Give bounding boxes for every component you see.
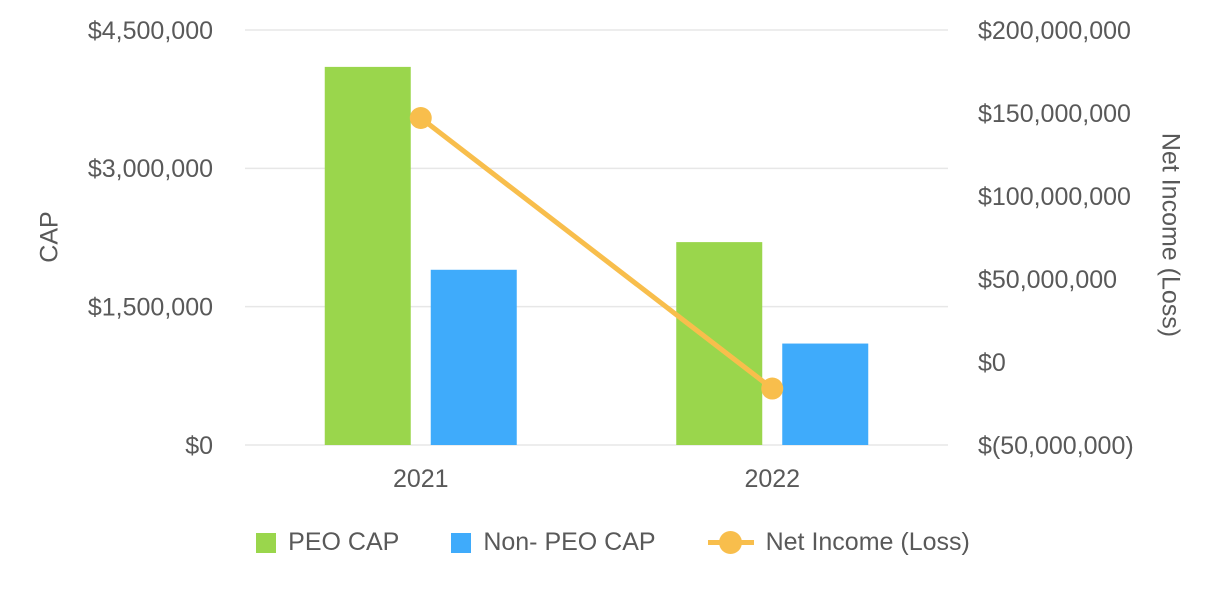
bar-non-peo-cap-2022 bbox=[782, 343, 869, 445]
category-label-2021: 2021 bbox=[393, 465, 449, 493]
left-axis-title: CAP bbox=[35, 211, 64, 263]
net-income-marker-2022 bbox=[761, 377, 784, 400]
legend-label-net-income: Net Income (Loss) bbox=[765, 528, 970, 556]
right-axis-tick-label: $50,000,000 bbox=[978, 266, 1117, 294]
net-income-line-marker-icon bbox=[707, 531, 754, 555]
peo-cap-swatch-icon bbox=[256, 532, 277, 553]
left-axis-tick-label: $4,500,000 bbox=[88, 17, 213, 45]
legend-item-peo-cap: PEO CAP bbox=[256, 528, 399, 557]
left-axis-tick-label: $1,500,000 bbox=[88, 293, 213, 321]
right-axis-tick-label: $100,000,000 bbox=[978, 183, 1131, 211]
legend-label-non-peo-cap: Non- PEO CAP bbox=[483, 528, 656, 556]
right-axis-tick-label: $(50,000,000) bbox=[978, 432, 1134, 460]
legend-item-non-peo-cap: Non- PEO CAP bbox=[451, 528, 656, 557]
non-peo-cap-swatch-icon bbox=[451, 532, 472, 553]
left-axis-tick-label: $0 bbox=[185, 432, 213, 460]
left-axis-tick-label: $3,000,000 bbox=[88, 155, 213, 183]
right-axis-title: Net Income (Loss) bbox=[1156, 132, 1185, 338]
category-label-2022: 2022 bbox=[744, 465, 800, 493]
bar-non-peo-cap-2021 bbox=[430, 269, 517, 445]
legend-item-net-income: Net Income (Loss) bbox=[707, 528, 970, 557]
right-axis-tick-label: $200,000,000 bbox=[978, 17, 1131, 45]
bar-peo-cap-2022 bbox=[676, 242, 763, 445]
net-income-line bbox=[418, 115, 775, 392]
bar-peo-cap-2021 bbox=[324, 66, 411, 445]
right-axis-tick-label: $0 bbox=[978, 349, 1006, 377]
right-axis-tick-label: $150,000,000 bbox=[978, 100, 1131, 128]
legend-label-peo-cap: PEO CAP bbox=[288, 528, 400, 556]
net-income-marker-2021 bbox=[409, 106, 432, 129]
legend: PEO CAP Non- PEO CAP Net Income (Loss) bbox=[0, 528, 1226, 557]
